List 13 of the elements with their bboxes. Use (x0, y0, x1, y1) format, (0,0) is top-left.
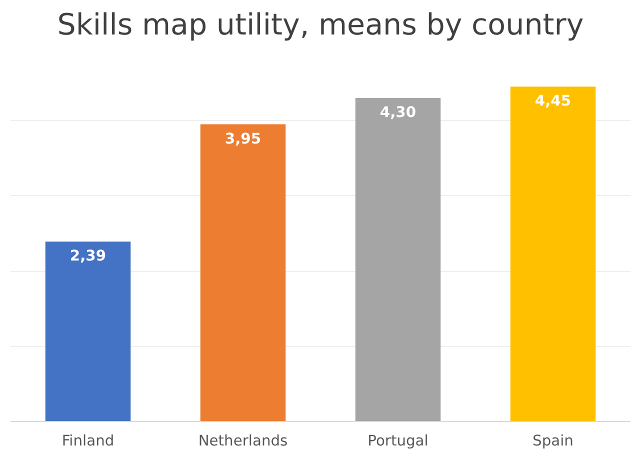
x-tick-label: Spain (532, 432, 574, 450)
data-label: 3,95 (224, 130, 262, 148)
data-label: 2,39 (70, 248, 106, 265)
data-label: 4,45 (534, 92, 572, 110)
chart-title: Skills map utility, means by country (57, 8, 584, 42)
data-label: 4,30 (380, 104, 416, 121)
x-tick-label: Netherlands (198, 432, 288, 450)
bar (45, 242, 131, 422)
bar (510, 86, 596, 422)
x-tick-label: Portugal (368, 432, 428, 450)
bar (200, 124, 286, 422)
bar (355, 98, 441, 422)
x-tick-label: Finland (62, 432, 114, 450)
